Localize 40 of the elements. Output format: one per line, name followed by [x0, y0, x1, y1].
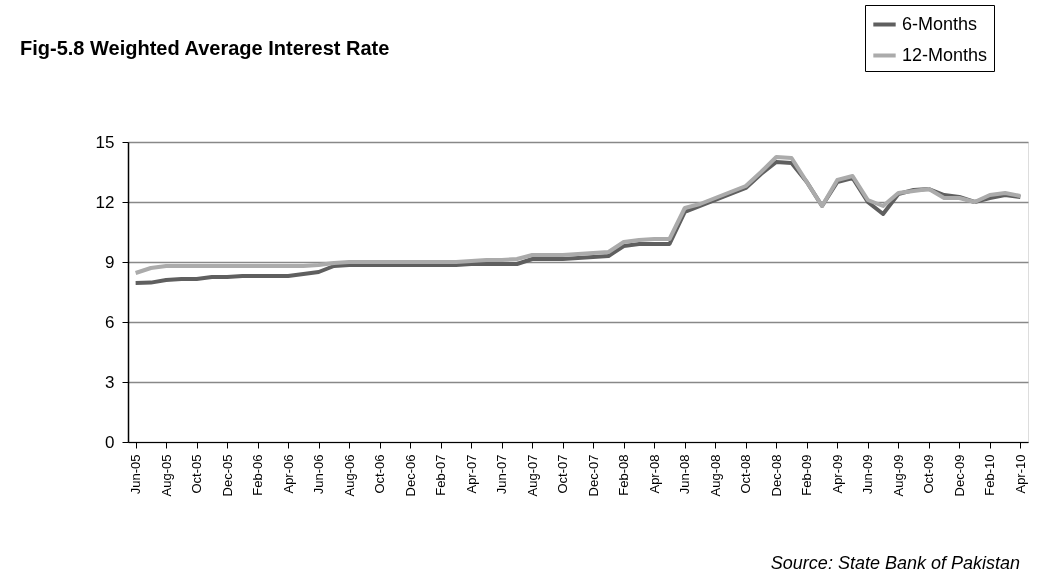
x-tick-label: Oct-06	[372, 454, 388, 494]
x-tick-label: Apr-08	[646, 454, 662, 494]
y-tick-label: 12	[95, 192, 115, 212]
x-tick-label: Feb-09	[799, 454, 815, 496]
x-tick-label: Jun-09	[860, 454, 876, 495]
legend-label: 6-Months	[902, 13, 978, 34]
x-tick-label: Jun-06	[311, 454, 327, 495]
x-tick-label: Jun-08	[677, 454, 693, 495]
x-tick-label: Aug-08	[707, 454, 723, 497]
y-tick-label: 6	[105, 312, 115, 332]
x-tick-label: Aug-06	[341, 454, 357, 497]
x-tick-label: Apr-07	[463, 454, 479, 494]
x-tick-label: Apr-10	[1012, 454, 1028, 494]
x-tick-label: Dec-07	[585, 454, 601, 497]
source-note: Source: State Bank of Pakistan	[770, 553, 1020, 573]
legend-label: 12-Months	[902, 44, 988, 65]
chart-title: Fig-5.8 Weighted Average Interest Rate	[20, 37, 390, 59]
x-tick-label: Apr-06	[280, 454, 296, 494]
x-tick-label: Oct-09	[921, 454, 937, 494]
x-tick-label: Aug-09	[890, 454, 906, 497]
x-tick-label: Aug-07	[524, 454, 540, 497]
x-tick-label: Oct-05	[189, 454, 205, 494]
x-tick-label: Dec-05	[219, 454, 235, 497]
x-tick-label: Dec-06	[402, 454, 418, 497]
y-tick-label: 9	[105, 252, 115, 272]
x-tick-label: Dec-09	[951, 454, 967, 497]
x-tick-label: Apr-09	[829, 454, 845, 494]
y-tick-label: 0	[105, 432, 115, 452]
y-tick-label: 3	[105, 372, 115, 392]
x-tick-label: Jun-05	[128, 454, 144, 495]
x-tick-label: Aug-05	[158, 454, 174, 497]
y-tick-label: 15	[95, 132, 115, 152]
x-tick-label: Oct-07	[555, 454, 571, 494]
x-tick-label: Jun-07	[494, 454, 510, 495]
x-tick-label: Feb-06	[250, 454, 266, 496]
x-tick-label: Feb-07	[433, 454, 449, 496]
x-tick-label: Oct-08	[738, 454, 754, 494]
x-tick-label: Feb-10	[982, 454, 998, 496]
x-tick-label: Feb-08	[616, 454, 632, 496]
x-tick-label: Dec-08	[768, 454, 784, 497]
